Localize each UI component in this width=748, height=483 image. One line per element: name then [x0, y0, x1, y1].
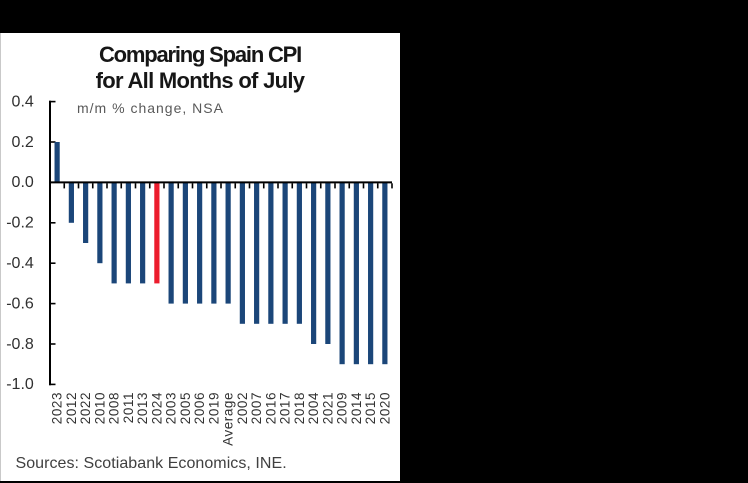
svg-text:2002: 2002: [235, 392, 250, 424]
svg-text:2004: 2004: [306, 392, 321, 424]
svg-text:2012: 2012: [64, 392, 79, 424]
svg-text:0.2: 0.2: [12, 134, 34, 151]
svg-text:0.4: 0.4: [12, 93, 34, 110]
svg-text:2011: 2011: [121, 392, 136, 423]
svg-text:-0.6: -0.6: [6, 295, 34, 312]
svg-text:2024: 2024: [149, 392, 164, 424]
svg-text:2021: 2021: [320, 392, 335, 424]
svg-text:-0.2: -0.2: [6, 215, 34, 232]
svg-text:2007: 2007: [249, 392, 264, 424]
svg-text:2019: 2019: [206, 392, 221, 424]
svg-text:2008: 2008: [107, 392, 122, 424]
svg-text:2017: 2017: [278, 392, 293, 424]
svg-text:2006: 2006: [192, 392, 207, 424]
svg-text:2014: 2014: [349, 392, 364, 424]
svg-text:2015: 2015: [363, 392, 378, 424]
svg-text:0.0: 0.0: [12, 174, 34, 191]
svg-text:2013: 2013: [135, 392, 150, 424]
svg-text:2003: 2003: [164, 392, 179, 424]
svg-text:2010: 2010: [92, 392, 107, 424]
svg-text:2022: 2022: [78, 392, 93, 424]
svg-text:2023: 2023: [50, 392, 65, 424]
svg-text:-1.0: -1.0: [6, 376, 34, 393]
svg-text:2009: 2009: [335, 392, 350, 424]
svg-text:-0.4: -0.4: [6, 255, 34, 272]
svg-text:Average: Average: [221, 392, 236, 446]
svg-text:2005: 2005: [178, 392, 193, 424]
svg-text:2018: 2018: [292, 392, 307, 424]
svg-text:-0.8: -0.8: [6, 336, 34, 353]
svg-text:2020: 2020: [377, 392, 392, 424]
svg-text:2016: 2016: [263, 392, 278, 424]
